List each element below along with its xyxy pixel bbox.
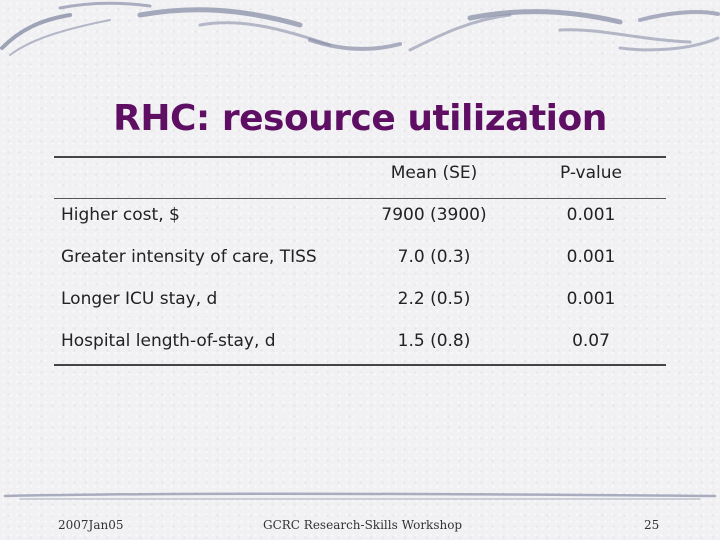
- footer-date: 2007Jan05: [58, 518, 124, 532]
- row-mean: 7.0 (0.3): [397, 247, 471, 267]
- row-pvalue: 0.001: [566, 205, 616, 225]
- footer-workshop: GCRC Research-Skills Workshop: [263, 518, 463, 532]
- decorative-swoosh-footer: [3, 492, 717, 500]
- header-p-value: P-value: [560, 163, 622, 183]
- row-mean: 7900 (3900): [381, 205, 487, 225]
- table-bottom-rule: [54, 364, 666, 366]
- header-mean-se: Mean (SE): [390, 163, 478, 183]
- row-pvalue: 0.001: [566, 247, 616, 267]
- slide-number: 25: [644, 518, 660, 532]
- row-label: Hospital length-of-stay, d: [61, 331, 276, 351]
- row-label: Longer ICU stay, d: [61, 289, 218, 309]
- table-top-rule: [54, 156, 666, 158]
- slide-title: RHC: resource utilization: [113, 98, 607, 139]
- row-pvalue: 0.07: [572, 331, 610, 351]
- row-mean: 1.5 (0.8): [397, 331, 471, 351]
- table-header-rule: [54, 198, 666, 199]
- row-label: Higher cost, $: [61, 205, 180, 225]
- row-label: Greater intensity of care, TISS: [61, 247, 317, 267]
- decorative-swoosh-header: [0, 1, 720, 56]
- row-pvalue: 0.001: [566, 289, 616, 309]
- row-mean: 2.2 (0.5): [397, 289, 471, 309]
